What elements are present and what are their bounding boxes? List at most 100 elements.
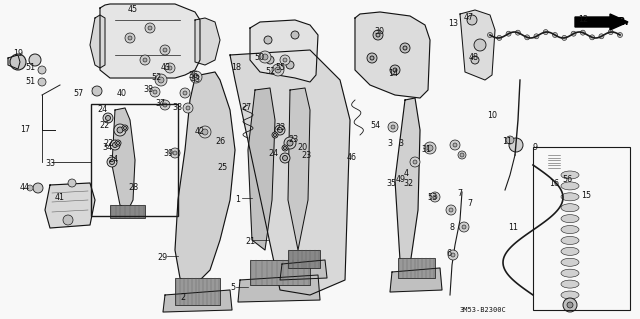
Circle shape [460,153,464,157]
Circle shape [562,35,567,41]
Text: 18: 18 [231,63,241,71]
Circle shape [393,68,397,72]
Circle shape [390,65,400,75]
Circle shape [113,143,118,147]
Text: 1: 1 [236,196,241,204]
Polygon shape [175,72,235,285]
Polygon shape [230,50,350,295]
Circle shape [107,157,117,167]
Polygon shape [460,10,495,80]
Text: 52: 52 [152,72,162,81]
Text: 51: 51 [25,78,35,86]
Text: 29: 29 [157,253,167,262]
Text: 46: 46 [347,153,357,162]
Text: 15: 15 [581,191,591,201]
Polygon shape [390,268,442,292]
Circle shape [283,58,287,62]
Circle shape [106,115,111,121]
Text: 38: 38 [172,103,182,113]
Text: 42: 42 [195,128,205,137]
Circle shape [282,145,288,151]
Text: 17: 17 [20,125,30,135]
Circle shape [125,33,135,43]
Text: 31: 31 [421,145,431,154]
Text: 37: 37 [155,99,165,108]
Text: 26: 26 [215,137,225,146]
Polygon shape [248,88,275,250]
Circle shape [618,33,623,38]
Circle shape [122,125,128,131]
Circle shape [410,157,420,167]
Circle shape [262,54,268,60]
Ellipse shape [561,204,579,212]
Text: 3: 3 [399,139,403,149]
Circle shape [273,133,276,137]
Polygon shape [238,275,320,302]
Ellipse shape [561,236,579,244]
Polygon shape [395,98,420,265]
Circle shape [563,298,577,312]
Circle shape [160,45,170,55]
Bar [288,250,320,268]
Text: 24: 24 [97,106,107,115]
Polygon shape [195,18,220,65]
Circle shape [534,34,539,39]
Circle shape [160,100,170,110]
Circle shape [284,137,296,149]
Polygon shape [250,20,318,82]
Text: 10: 10 [487,110,497,120]
Circle shape [116,142,120,145]
Circle shape [264,36,272,44]
Circle shape [280,55,290,65]
Circle shape [170,148,180,158]
Circle shape [140,55,150,65]
Bar [533,147,630,310]
Circle shape [165,63,175,73]
Circle shape [115,140,121,146]
Circle shape [29,54,41,66]
Text: 11: 11 [502,137,512,146]
Circle shape [92,86,102,96]
Circle shape [450,140,460,150]
Polygon shape [100,4,200,78]
Text: 35: 35 [386,180,396,189]
Ellipse shape [561,182,579,190]
Circle shape [506,31,511,36]
Circle shape [400,43,410,53]
Circle shape [173,151,177,155]
Circle shape [459,222,469,232]
Circle shape [433,195,437,199]
Circle shape [163,48,167,52]
Text: 43: 43 [161,63,171,72]
Text: 16: 16 [549,179,559,188]
Text: 45: 45 [128,5,138,14]
Text: 4: 4 [403,168,408,177]
Ellipse shape [561,247,579,256]
Text: 3: 3 [387,139,392,149]
Text: 19: 19 [13,48,23,57]
Circle shape [506,136,514,144]
Text: 6: 6 [447,249,451,258]
Circle shape [388,122,398,132]
Ellipse shape [561,258,579,266]
Circle shape [199,126,211,138]
Text: 33: 33 [45,159,55,167]
Circle shape [186,106,190,110]
Text: 30: 30 [374,27,384,36]
Text: 27: 27 [242,102,252,112]
Text: 23: 23 [288,136,298,145]
Circle shape [552,33,557,38]
Polygon shape [90,15,105,68]
Text: 21: 21 [245,238,255,247]
Circle shape [266,56,274,64]
FancyArrow shape [575,14,628,30]
Text: 44: 44 [20,183,30,192]
Polygon shape [355,12,430,98]
Circle shape [571,31,576,36]
Circle shape [282,155,287,160]
Polygon shape [280,260,327,280]
Text: 53: 53 [427,194,437,203]
Circle shape [38,78,46,86]
Circle shape [128,36,132,40]
Circle shape [451,253,455,257]
